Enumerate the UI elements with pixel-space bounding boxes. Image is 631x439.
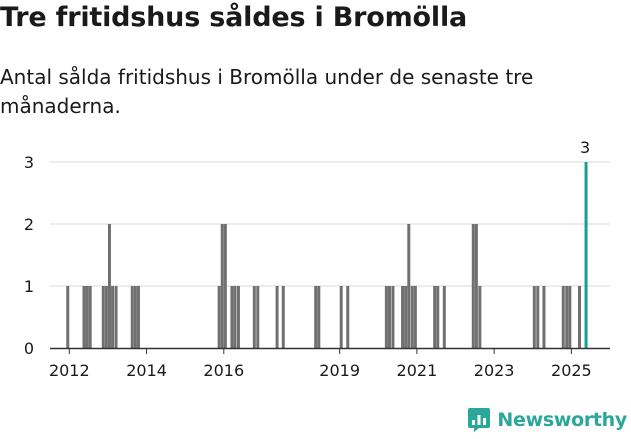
bar <box>542 286 546 348</box>
x-tick-label: 2014 <box>126 361 167 380</box>
bar <box>433 286 437 348</box>
bar <box>346 286 350 348</box>
bar <box>256 286 260 348</box>
bar <box>82 286 86 348</box>
bar <box>413 286 417 348</box>
bar <box>133 286 137 348</box>
x-tick-label: 2019 <box>319 361 360 380</box>
bar <box>474 224 478 348</box>
x-tick-label: 2012 <box>49 361 90 380</box>
bar <box>391 286 395 348</box>
bar <box>236 286 240 348</box>
bar <box>568 286 572 348</box>
y-tick-label: 1 <box>24 277 34 296</box>
bar <box>471 224 475 348</box>
bar <box>275 286 279 348</box>
bar <box>252 286 256 348</box>
newsworthy-logo-icon <box>468 408 491 432</box>
bar <box>220 224 224 348</box>
bar <box>107 224 111 348</box>
bar <box>111 286 115 348</box>
bar <box>223 224 227 348</box>
bar <box>442 286 446 348</box>
bar <box>401 286 405 348</box>
highlight-bar <box>584 162 588 348</box>
bar <box>314 286 318 348</box>
bar <box>478 286 482 348</box>
x-tick-label: 2023 <box>474 361 515 380</box>
bar <box>577 286 581 348</box>
bar <box>384 286 388 348</box>
y-tick-label: 0 <box>24 339 34 358</box>
bar <box>407 224 411 348</box>
brand-name: Newsworthy <box>497 409 627 431</box>
bar <box>536 286 540 348</box>
bar <box>410 286 414 348</box>
bar <box>281 286 285 348</box>
bar <box>317 286 321 348</box>
bar <box>561 286 565 348</box>
x-tick-label: 2021 <box>397 361 438 380</box>
bar <box>104 286 108 348</box>
bar <box>66 286 70 348</box>
bar <box>233 286 237 348</box>
newsworthy-brand: Newsworthy <box>467 407 627 433</box>
data-label: 3 <box>580 138 590 157</box>
chart-title: Tre fritidshus såldes i Bromölla <box>0 2 468 33</box>
bar <box>565 286 569 348</box>
bar <box>387 286 391 348</box>
bar <box>85 286 89 348</box>
bar <box>436 286 440 348</box>
chart-subtitle: Antal sålda fritidshus i Bromölla under … <box>0 65 534 118</box>
bar <box>114 286 118 348</box>
bar <box>404 286 408 348</box>
x-tick-label: 2016 <box>203 361 244 380</box>
x-tick-label: 2025 <box>551 361 592 380</box>
bar <box>339 286 343 348</box>
bar <box>130 286 134 348</box>
bar <box>88 286 92 348</box>
y-tick-label: 3 <box>24 153 34 172</box>
bar <box>532 286 536 348</box>
bar <box>101 286 105 348</box>
bar <box>230 286 234 348</box>
bar-chart: 0 1 2 3 3 2012 2014 2016 2019 2021 2023 2025 <box>24 138 610 380</box>
bar <box>136 286 140 348</box>
bar <box>217 286 221 348</box>
y-tick-label: 2 <box>24 215 34 234</box>
